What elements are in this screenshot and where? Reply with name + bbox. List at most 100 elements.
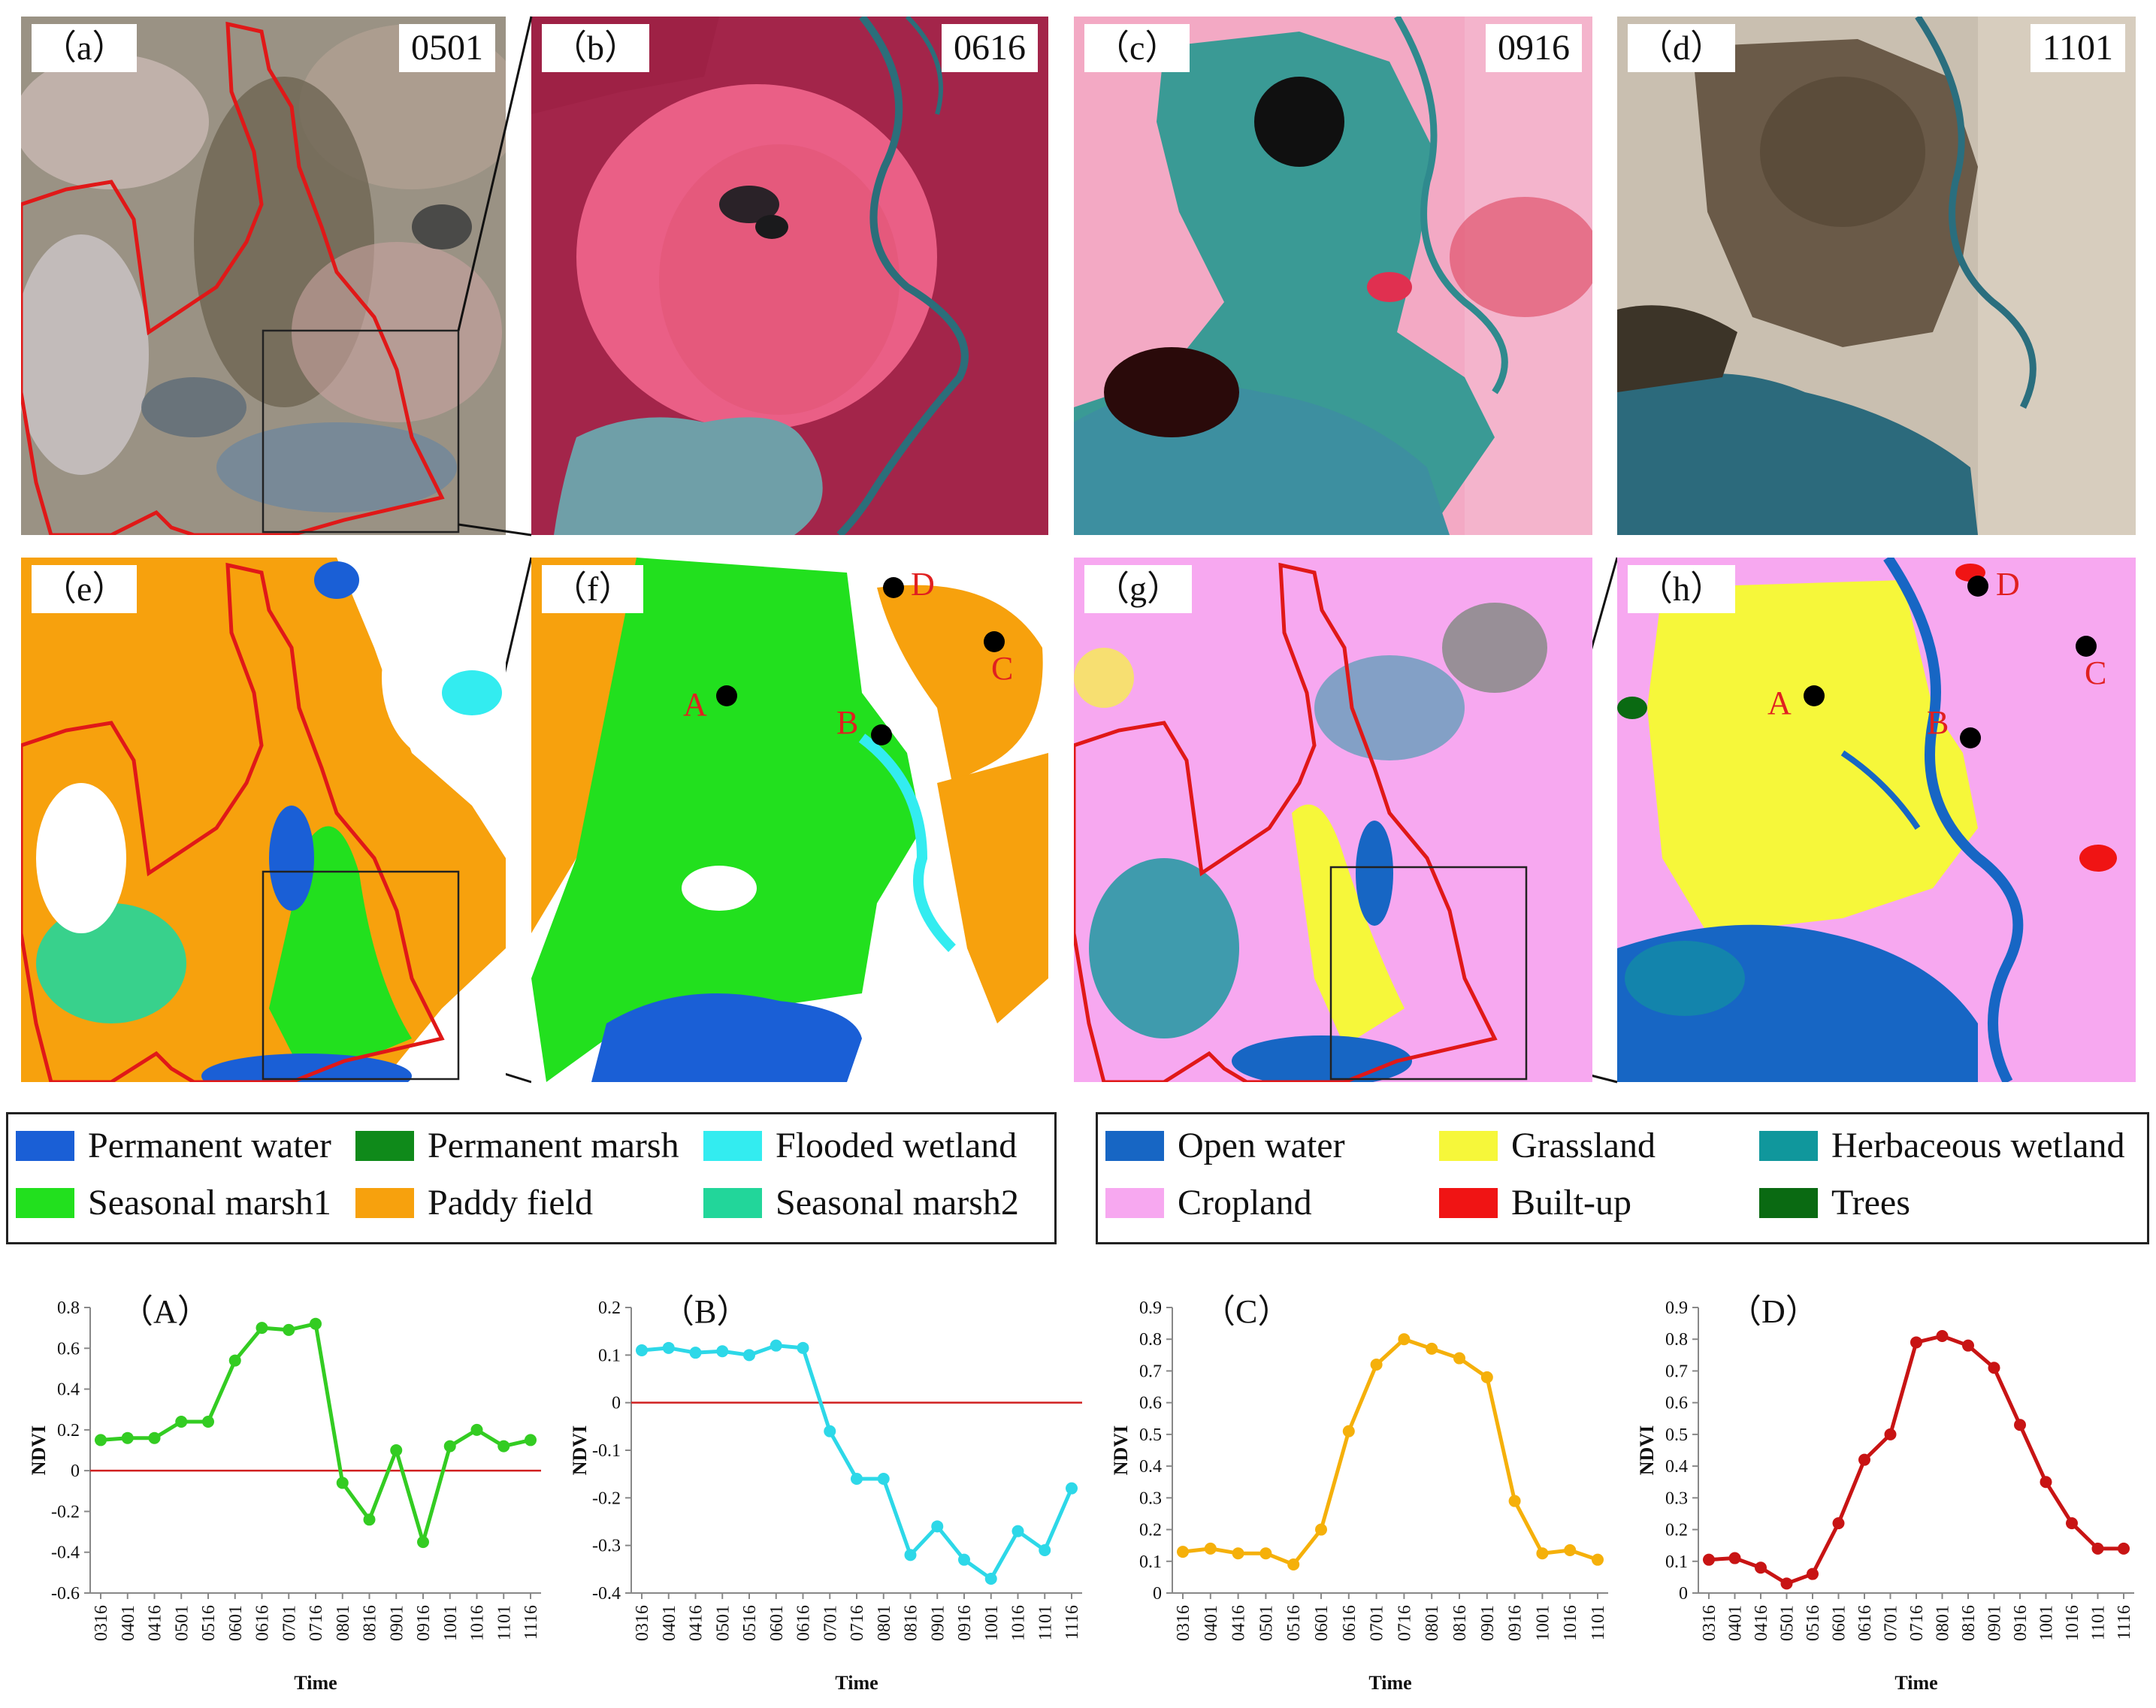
- ndvi-data-point: [1204, 1542, 1217, 1555]
- panel-d: （d） 1101: [1617, 17, 2136, 535]
- classification-map-h: [1617, 558, 2136, 1082]
- ndvi-series-line: [100, 1322, 531, 1544]
- point-b-label: B: [836, 704, 859, 741]
- ndvi-data-point: [716, 1345, 729, 1358]
- ndvi-data-point: [662, 1341, 675, 1354]
- x-tick-label: 0801: [334, 1605, 353, 1641]
- y-tick-label: 0.4: [1139, 1457, 1162, 1477]
- y-tick-label: -0.1: [592, 1441, 621, 1461]
- date-label: 0916: [1486, 24, 1582, 72]
- x-tick-label: 0316: [1700, 1605, 1719, 1641]
- ndvi-data-point: [1962, 1339, 1974, 1352]
- x-tick-label: 0816: [902, 1605, 921, 1641]
- y-axis-label: NDVI: [1110, 1425, 1132, 1475]
- x-tick-label: 0601: [767, 1605, 787, 1641]
- ndvi-data-point: [525, 1434, 537, 1447]
- y-tick-label: 0.5: [1665, 1425, 1688, 1445]
- ndvi-data-point: [743, 1349, 755, 1362]
- x-tick-label: 0801: [1934, 1605, 1953, 1641]
- legend-swatch: [703, 1130, 762, 1161]
- ndvi-data-point: [1755, 1561, 1767, 1574]
- satellite-image-c: [1074, 17, 1592, 535]
- y-tick-label: 0.2: [598, 1298, 621, 1318]
- x-tick-label: 0616: [253, 1605, 273, 1641]
- y-tick-label: -0.2: [592, 1489, 621, 1508]
- x-tick-label: 0601: [1830, 1605, 1849, 1641]
- x-tick-label: 0701: [1368, 1605, 1387, 1641]
- date-label: 1101: [2030, 24, 2125, 72]
- ndvi-data-point: [310, 1317, 322, 1330]
- y-tick-label: 0.1: [598, 1346, 621, 1365]
- x-tick-label: 1016: [468, 1605, 488, 1641]
- x-tick-label: 0416: [1229, 1605, 1249, 1641]
- y-tick-label: 0: [612, 1394, 621, 1413]
- ndvi-data-point: [1884, 1428, 1897, 1440]
- x-tick-label: 0601: [226, 1605, 246, 1641]
- legend-item: Seasonal marsh1: [16, 1182, 331, 1223]
- x-tick-label: 0416: [687, 1605, 706, 1641]
- classification-map-e: [21, 558, 506, 1082]
- x-tick-label: 0901: [387, 1605, 407, 1641]
- x-tick-label: 1116: [1063, 1605, 1082, 1640]
- panel-label: （c）: [1084, 24, 1190, 72]
- ndvi-data-point: [1426, 1342, 1438, 1355]
- ndvi-data-point: [228, 1354, 241, 1367]
- x-tick-label: 0716: [1907, 1605, 1927, 1641]
- legend-item: Paddy field: [355, 1182, 593, 1223]
- legend-swatch: [1759, 1187, 1818, 1218]
- ndvi-data-point: [877, 1473, 890, 1485]
- x-tick-label: 0601: [1312, 1605, 1332, 1641]
- satellite-image-d: [1617, 17, 2136, 535]
- legend-swatch: [1759, 1130, 1818, 1161]
- chart-svg: 0 0.1 0.2 0.3 0.4 0.5 0.6 0.7 0.8 0.9 0316 0401 0416…: [1636, 1293, 2134, 1694]
- x-axis-label: Time: [1368, 1672, 1411, 1694]
- ndvi-data-point: [636, 1344, 648, 1356]
- x-tick-label: 0616: [794, 1605, 814, 1641]
- y-tick-label: 0.2: [57, 1421, 80, 1440]
- ndvi-data-point: [175, 1416, 188, 1428]
- ndvi-data-point: [1832, 1517, 1845, 1530]
- y-tick-label: 0.1: [1665, 1552, 1688, 1572]
- point-a-label: A: [683, 686, 707, 723]
- ndvi-data-point: [1232, 1547, 1244, 1560]
- x-tick-label: 1101: [1589, 1605, 1608, 1640]
- ndvi-data-point: [1011, 1525, 1024, 1537]
- x-axis-label: Time: [1894, 1672, 1937, 1694]
- point-d-marker: [1967, 576, 1988, 597]
- chart-title: （A）: [120, 1293, 210, 1330]
- legend-label: Flooded wetland: [776, 1126, 1018, 1165]
- ndvi-data-point: [417, 1536, 429, 1549]
- point-a-marker: [716, 685, 737, 706]
- x-tick-label: 0401: [660, 1605, 679, 1641]
- y-tick-label: 0.7: [1665, 1362, 1688, 1381]
- legend-label: Paddy field: [428, 1183, 593, 1223]
- x-tick-label: 1016: [1009, 1605, 1029, 1641]
- ndvi-data-point: [1508, 1495, 1521, 1507]
- point-b-label: B: [1927, 704, 1949, 741]
- legend-item: Seasonal marsh2: [703, 1182, 1019, 1223]
- y-tick-label: -0.4: [592, 1584, 621, 1604]
- panel-label: （f）: [542, 565, 644, 613]
- x-tick-label: 0401: [119, 1605, 138, 1641]
- ndvi-data-point: [1807, 1567, 1819, 1580]
- panel-e: （e）: [21, 558, 506, 1082]
- chart-title: （B）: [661, 1293, 749, 1330]
- satellite-image-b: [531, 17, 1048, 535]
- x-tick-label: 0901: [928, 1605, 948, 1641]
- ndvi-chart-A: -0.6 -0.4 -0.2 0 0.2 0.4 0.6 0.8 0316 0401 0416 050…: [15, 1277, 556, 1698]
- x-tick-label: 0701: [1882, 1605, 1901, 1641]
- y-tick-label: 0: [1679, 1584, 1688, 1604]
- ndvi-data-point: [1592, 1553, 1604, 1566]
- ndvi-data-point: [904, 1549, 917, 1561]
- legend-label: Permanent marsh: [428, 1126, 679, 1165]
- y-axis-label: NDVI: [569, 1425, 591, 1475]
- legend-label: Grassland: [1511, 1126, 1656, 1165]
- ndvi-data-point: [256, 1322, 268, 1335]
- point-a-label: A: [1767, 685, 1792, 721]
- y-tick-label: 0.8: [1665, 1330, 1688, 1350]
- panel-label: （e）: [32, 565, 138, 613]
- ndvi-data-point: [2066, 1517, 2078, 1530]
- ndvi-data-point: [1315, 1523, 1327, 1536]
- legend-swatch: [1439, 1130, 1498, 1161]
- ndvi-data-point: [497, 1440, 510, 1453]
